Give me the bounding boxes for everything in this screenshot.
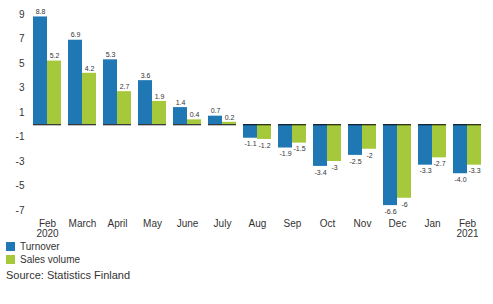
svg-text:-3.4: -3.4 xyxy=(314,169,326,176)
svg-text:-5: -5 xyxy=(16,180,25,191)
svg-text:-1.9: -1.9 xyxy=(279,150,291,157)
svg-text:9: 9 xyxy=(19,9,25,20)
svg-text:6.9: 6.9 xyxy=(71,31,81,38)
svg-text:-6.6: -6.6 xyxy=(384,208,396,215)
svg-text:-3: -3 xyxy=(331,164,337,171)
svg-text:Feb2021: Feb2021 xyxy=(456,218,479,239)
svg-text:7: 7 xyxy=(19,33,25,44)
svg-text:8.8: 8.8 xyxy=(36,8,46,15)
svg-text:0.4: 0.4 xyxy=(190,111,200,118)
svg-text:4.2: 4.2 xyxy=(85,65,95,72)
svg-text:Oct: Oct xyxy=(320,218,336,229)
svg-text:5: 5 xyxy=(19,58,25,69)
svg-text:-1.1: -1.1 xyxy=(244,140,256,147)
html-text:Turnover: Turnover xyxy=(20,241,60,252)
svg-text:-3: -3 xyxy=(16,156,25,167)
svg-text:-2: -2 xyxy=(366,151,372,158)
svg-text:5.3: 5.3 xyxy=(106,51,116,58)
svg-text:June: June xyxy=(177,218,199,229)
svg-text:5.2: 5.2 xyxy=(50,52,60,59)
svg-text:-7: -7 xyxy=(16,205,25,216)
svg-text:April: April xyxy=(107,218,127,229)
svg-text:March: March xyxy=(69,218,97,229)
svg-text:0.7: 0.7 xyxy=(211,107,221,114)
svg-text:3.6: 3.6 xyxy=(141,72,151,79)
svg-text:July: July xyxy=(214,218,232,229)
html-text:Sales volume: Sales volume xyxy=(20,254,80,265)
svg-text:Aug: Aug xyxy=(249,218,267,229)
svg-text:Sep: Sep xyxy=(284,218,302,229)
svg-text:Nov: Nov xyxy=(354,218,372,229)
svg-text:2.7: 2.7 xyxy=(120,83,130,90)
html-text:Source: Statistics Finland: Source: Statistics Finland xyxy=(6,269,131,281)
svg-text:-3.3: -3.3 xyxy=(419,167,431,174)
svg-text:1.4: 1.4 xyxy=(176,99,186,106)
svg-text:1.9: 1.9 xyxy=(155,93,165,100)
svg-text:-2.5: -2.5 xyxy=(349,158,361,165)
svg-text:May: May xyxy=(143,218,162,229)
svg-text:-1.5: -1.5 xyxy=(293,145,305,152)
svg-text:3: 3 xyxy=(19,82,25,93)
svg-text:Feb2020: Feb2020 xyxy=(36,218,59,239)
svg-text:1: 1 xyxy=(19,107,25,118)
svg-text:-1: -1 xyxy=(16,131,25,142)
svg-text:Jan: Jan xyxy=(424,218,440,229)
svg-text:-2.7: -2.7 xyxy=(433,160,445,167)
svg-text:-1.2: -1.2 xyxy=(258,142,270,149)
svg-text:-4.0: -4.0 xyxy=(454,176,466,183)
svg-text:-3.3: -3.3 xyxy=(468,167,480,174)
svg-text:Dec: Dec xyxy=(389,218,407,229)
svg-text:0.2: 0.2 xyxy=(225,114,235,121)
svg-text:-6: -6 xyxy=(401,200,407,207)
